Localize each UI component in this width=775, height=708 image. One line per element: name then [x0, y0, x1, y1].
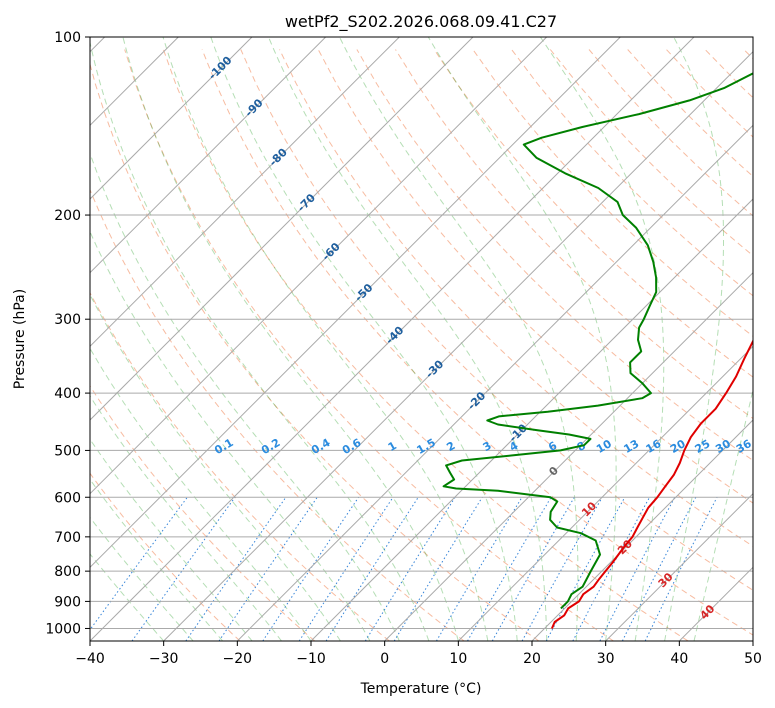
- y-axis-title: Pressure (hPa): [12, 289, 28, 389]
- dry-adiabat-line: [124, 49, 614, 641]
- moist-adiabat-line: [162, 37, 489, 641]
- y-tick-label: 800: [54, 564, 81, 580]
- mixing-ratio-line: [90, 497, 188, 631]
- x-tick-label: 20: [523, 651, 541, 667]
- mixing-ratio-line: [262, 497, 360, 641]
- isotherm-line: [90, 37, 474, 421]
- x-tick-label: 30: [597, 651, 615, 667]
- x-tick-label: −20: [223, 651, 253, 667]
- moist-adiabat-line: [90, 230, 371, 641]
- moist-adiabat-line: [539, 37, 665, 641]
- moist-adiabat-line: [90, 40, 430, 641]
- y-tick-label: 900: [54, 594, 81, 610]
- isotherm-line: [310, 198, 753, 641]
- temperature-profile-line: [550, 338, 753, 629]
- isotherm-line: [90, 37, 621, 569]
- moist-adiabat-line: [90, 395, 282, 641]
- y-axis: 100 200 300 400 500 600 700 800 900 1000: [45, 30, 90, 637]
- moist-adiabat-line: [90, 438, 253, 641]
- plot-frame: [89, 36, 754, 642]
- mixing-ratio-line: [644, 497, 718, 641]
- x-tick-label: −10: [296, 651, 326, 667]
- y-tick-label: 600: [54, 490, 81, 506]
- isotherm-line: [90, 37, 548, 495]
- mixing-ratio-line: [621, 497, 697, 641]
- isotherm-line: [163, 50, 753, 641]
- dry-adiabat-line: [356, 49, 753, 462]
- x-axis: −40 −30 −20 −10 0 10 20 30 40 50: [75, 641, 762, 667]
- dewpoint-profile-line: [442, 72, 753, 610]
- isotherm-line: [384, 271, 753, 641]
- x-axis-title: Temperature (°C): [360, 681, 482, 697]
- moist-adiabat-line: [427, 37, 617, 641]
- x-tick-label: −30: [149, 651, 179, 667]
- y-tick-label: 700: [54, 530, 81, 546]
- mixing-ratio-line: [131, 497, 236, 641]
- moist-adiabat-line: [122, 37, 459, 641]
- dry-adiabat-line: [90, 188, 465, 641]
- isotherm-line: [90, 37, 327, 274]
- x-tick-label: 40: [670, 651, 688, 667]
- chart-title: wetPf2_S202.2026.068.09.41.C27: [285, 12, 557, 32]
- dry-adiabat-line: [395, 49, 753, 420]
- plot-area: [90, 37, 753, 641]
- mixing-ratio-line: [218, 497, 318, 641]
- series-layer: [442, 72, 753, 629]
- mixing-ratio-line: [325, 497, 419, 641]
- dry-adiabat-line: [90, 384, 316, 641]
- moist-adiabat-line: [268, 37, 548, 641]
- isotherm-line: [236, 124, 753, 641]
- moist-adiabat-line: [90, 293, 341, 641]
- y-tick-label: 300: [54, 312, 81, 328]
- isotherm-line: [90, 37, 695, 641]
- x-tick-label: 10: [449, 651, 467, 667]
- mixing-ratio-line: [599, 497, 676, 641]
- moist-adiabat-line: [90, 152, 400, 641]
- isotherm-line: [90, 37, 253, 200]
- isotherm-line: [531, 419, 753, 641]
- x-tick-label: 50: [744, 651, 762, 667]
- moist-adiabat-line: [210, 37, 518, 641]
- mixing-ratio-line: [545, 497, 626, 641]
- y-tick-label: 1000: [45, 621, 81, 637]
- moist-adiabat-line: [90, 478, 223, 641]
- dry-adiabat-line: [317, 49, 753, 504]
- moist-adiabat-line: [664, 37, 724, 641]
- moist-adiabat-line: [693, 387, 753, 641]
- isotherm-line: [605, 492, 753, 641]
- mixing-ratio-line: [364, 497, 456, 641]
- x-tick-label: 0: [380, 651, 389, 667]
- moist-adiabat-line: [339, 37, 579, 641]
- dry-adiabat-line: [162, 49, 689, 641]
- y-tick-label: 100: [54, 30, 81, 46]
- isotherm-line: [457, 345, 753, 641]
- mixing-ratio-line: [393, 497, 483, 641]
- dry-adiabat-line: [90, 291, 390, 641]
- grid-layer: [90, 37, 753, 641]
- dry-adiabat-line: [90, 62, 540, 641]
- isotherm-line: [90, 37, 400, 348]
- mixing-ratio-line: [572, 497, 651, 641]
- moist-adiabat-line: [90, 516, 194, 641]
- y-tick-label: 200: [54, 208, 81, 224]
- y-tick-label: 400: [54, 386, 81, 402]
- moist-adiabat-line: [90, 553, 165, 641]
- x-tick-label: −40: [75, 651, 105, 667]
- y-tick-label: 500: [54, 443, 81, 459]
